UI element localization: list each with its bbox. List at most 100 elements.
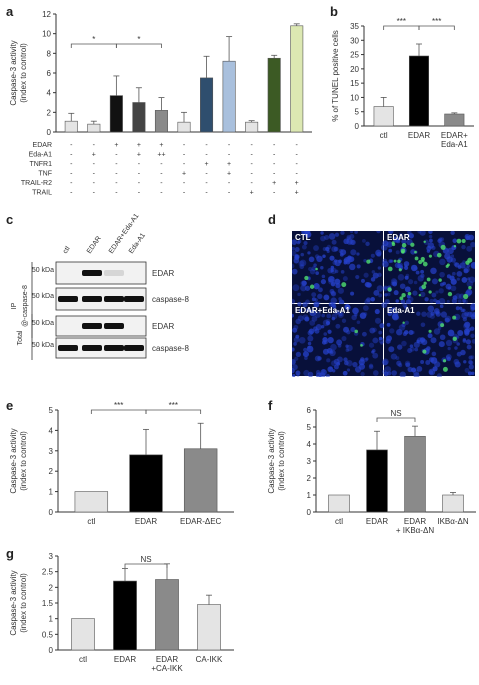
condition-cell: - [138, 171, 141, 178]
x-tick-label: EDAR [366, 517, 388, 526]
nucleus-dot [346, 238, 353, 245]
nucleus-dot [466, 264, 471, 268]
nucleus-dot [468, 364, 474, 370]
condition-cell: - [115, 180, 118, 187]
nucleus-dot [362, 331, 367, 337]
bar [197, 604, 221, 651]
micrograph-label-edar-eda: EDAR+Eda-A1 [295, 306, 350, 315]
y-axis-label-line: (index to control) [19, 431, 28, 491]
ip-label: IP [11, 302, 18, 309]
tunel-positive-dot [423, 240, 426, 244]
condition-cell: - [138, 190, 141, 197]
nucleus-dot [344, 360, 349, 366]
nucleus-dot [355, 274, 360, 280]
bar [404, 436, 426, 513]
blot-band [124, 296, 144, 302]
nucleus-dot [356, 264, 361, 269]
nucleus-dot [338, 297, 342, 301]
nucleus-dot [375, 249, 382, 257]
y-tick-label: 35 [350, 22, 359, 31]
x-tick-label: IKBα-ΔN [437, 517, 469, 526]
nucleus-dot [397, 274, 405, 281]
nucleus-dot [321, 313, 326, 318]
nucleus-dot [377, 272, 382, 278]
nucleus-dot [325, 321, 331, 326]
condition-cell: - [93, 190, 96, 197]
nucleus-dot [450, 257, 457, 263]
nucleus-dot [462, 338, 467, 342]
nucleus-dot [382, 369, 387, 374]
tunel-positive-dot [428, 254, 432, 258]
tunel-positive-dot [463, 293, 469, 300]
x-tick-label: EDAR [408, 131, 430, 140]
y-tick-label: 1 [307, 491, 312, 500]
nucleus-dot [468, 276, 476, 284]
nucleus-dot [384, 366, 392, 373]
nucleus-dot [317, 287, 323, 293]
blot-row-label: EDAR [152, 322, 174, 331]
y-axis-label-line: Caspase-3 activity [9, 428, 18, 493]
nucleus-dot [427, 305, 435, 312]
bar [71, 618, 95, 651]
tunel-positive-dot [452, 336, 457, 341]
nucleus-dot [454, 346, 458, 350]
x-tick-label: ctl [87, 517, 95, 526]
nucleus-dot [435, 310, 440, 315]
nucleus-dot [330, 343, 337, 351]
chart-f: 0 1 2 3 4 5 6 Caspase-3 activity (index to contr… [267, 406, 476, 535]
nucleus-dot [440, 237, 445, 242]
blot-band [82, 345, 102, 351]
condition-cell: + [137, 142, 141, 149]
nucleus-dot [384, 293, 388, 297]
condition-cell: + [137, 152, 141, 159]
nucleus-dot [331, 316, 336, 321]
significance-label: NS [390, 409, 401, 418]
condition-cell: + [227, 161, 231, 168]
nucleus-dot [396, 237, 401, 242]
nucleus-dot [354, 313, 358, 317]
nucleus-dot [463, 360, 467, 364]
bar [183, 448, 218, 513]
chart-g: 0 0.5 1 1.5 2 2.5 3 Caspase-3 activity (index to… [9, 552, 234, 673]
nucleus-dot [466, 311, 473, 318]
nucleus-dot [291, 250, 297, 257]
nucleus-dot [439, 334, 446, 341]
bar [245, 121, 259, 133]
nucleus-dot [376, 285, 384, 292]
y-tick-label: 0 [355, 122, 360, 131]
nucleus-dot [437, 238, 442, 243]
condition-cell: ++ [157, 152, 165, 159]
x-tick-label: + IKBα-ΔN [396, 526, 434, 535]
nucleus-dot [292, 373, 296, 378]
nucleus-dot [323, 332, 328, 336]
nucleus-dot [420, 291, 426, 298]
tunel-positive-dot [309, 284, 315, 289]
y-axis-label: Caspase-3 activity (index to control) [267, 428, 286, 493]
nucleus-dot [434, 361, 441, 368]
panel-label-e: e [6, 398, 14, 413]
nucleus-dot [352, 361, 358, 368]
nucleus-dot [409, 346, 415, 352]
y-tick-label: 0 [49, 508, 54, 517]
condition-cell: - [228, 190, 231, 197]
nucleus-dot [410, 264, 418, 272]
tunel-positive-dot [354, 329, 358, 334]
lane-label: EDAR [86, 235, 103, 255]
bar [442, 494, 464, 513]
significance-bracket [383, 25, 420, 30]
panel-label-d: d [268, 212, 276, 227]
tunel-positive-dot [452, 315, 457, 320]
nucleus-dot [383, 286, 388, 290]
nucleus-dot [413, 372, 420, 379]
y-tick-label: 0.5 [42, 630, 54, 639]
nucleus-dot [324, 234, 330, 241]
x-tick-label: ctl [335, 517, 343, 526]
condition-cell: - [296, 161, 299, 168]
y-tick-label: 1 [49, 615, 54, 624]
nucleus-dot [336, 339, 343, 346]
nucleus-dot [332, 369, 336, 373]
nucleus-dot [408, 233, 415, 239]
nucleus-dot [438, 297, 446, 305]
y-axis-label: Caspase-3 activity (index to control) [9, 570, 28, 635]
nucleus-dot [330, 281, 336, 287]
